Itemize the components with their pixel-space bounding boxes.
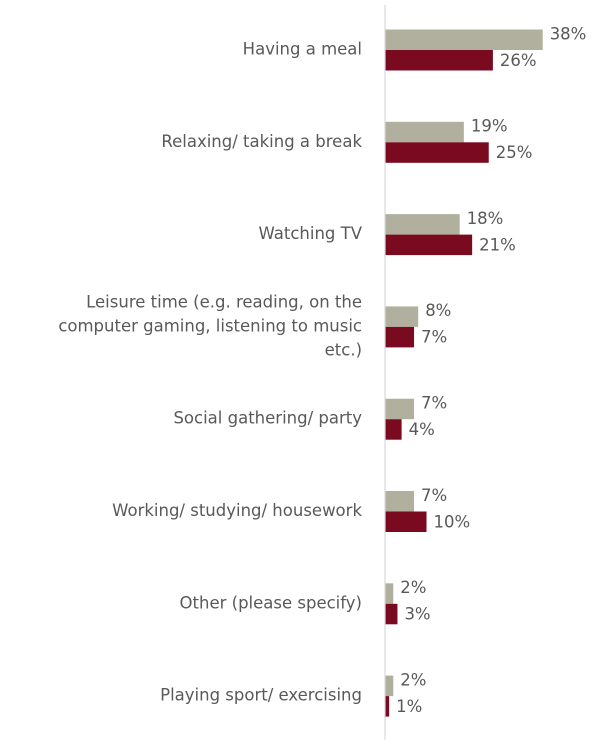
category-label-line: Leisure time (e.g. reading, on the [86,292,362,311]
category-label-line: etc.) [325,340,362,359]
category-label-line: Watching TV [259,224,363,243]
data-label: 26% [500,51,537,70]
data-label: 2% [400,670,426,689]
bar-series-b [385,50,493,71]
category-label-line: Working/ studying/ housework [112,501,362,520]
category-label-line: Having a meal [243,40,362,59]
bar-series-b [385,603,398,625]
data-label: 2% [400,578,426,597]
category-label-line: Other (please specify) [180,593,362,612]
category-label-line: Playing sport/ exercising [160,686,362,705]
bar-series-a [385,491,415,512]
data-label: 25% [496,143,533,162]
bar-series-a [385,121,464,143]
category-label: Leisure time (e.g. reading, on the comput… [58,292,362,359]
bar-series-b [385,511,427,532]
bar-series-b [385,696,390,717]
category-label: Watching TV [259,224,363,243]
category-label: Other (please specify) [180,593,362,612]
data-label: 7% [421,393,447,412]
data-label: 8% [425,301,451,320]
bar-series-a [385,398,415,420]
bar-series-b [385,419,402,440]
bar-series-a [385,583,394,604]
category-label-line: computer gaming, listening to music [58,316,362,335]
category-label: Having a meal [243,40,362,59]
bar-series-a [385,214,460,235]
data-label: 38% [550,24,587,43]
data-label: 4% [409,420,435,439]
data-label: 7% [421,486,447,505]
data-label: 21% [479,235,516,254]
category-label: Playing sport/ exercising [160,686,362,705]
bar-series-b [385,142,489,163]
bar-series-a [385,29,543,50]
category-label: Working/ studying/ housework [112,501,362,520]
bar-series-a [385,306,419,327]
category-label: Social gathering/ party [173,409,362,428]
data-label: 1% [396,697,422,716]
data-label: 3% [404,605,430,624]
labels-group: Having a meal 38% 26% Relaxing/ taking a br… [58,24,586,716]
bar-series-b [385,234,473,256]
bar-series-a [385,675,394,697]
data-label: 7% [421,328,447,347]
bars-group [385,29,543,717]
data-label: 18% [467,209,504,228]
bar-series-b [385,326,415,348]
data-label: 10% [434,512,471,531]
category-label-line: Social gathering/ party [173,409,362,428]
data-label: 19% [471,117,508,136]
category-label-line: Relaxing/ taking a break [161,132,362,151]
category-label: Relaxing/ taking a break [161,132,362,151]
